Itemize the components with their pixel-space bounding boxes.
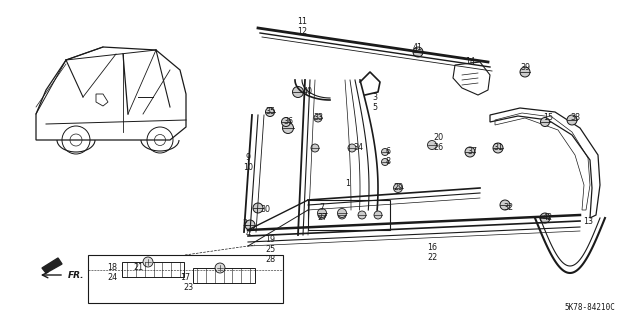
Text: 30: 30 [260, 205, 270, 214]
Circle shape [348, 144, 356, 152]
Circle shape [317, 209, 326, 218]
Text: 38: 38 [570, 114, 580, 122]
Text: 36: 36 [283, 117, 293, 127]
Text: 40: 40 [303, 87, 313, 97]
Text: 6: 6 [385, 147, 390, 157]
Circle shape [253, 203, 263, 213]
Circle shape [282, 122, 294, 133]
Circle shape [413, 47, 423, 57]
Text: 14: 14 [465, 57, 475, 66]
Text: 27: 27 [317, 213, 327, 222]
Circle shape [374, 211, 382, 219]
Text: 26: 26 [433, 144, 443, 152]
Text: 4: 4 [246, 229, 250, 239]
Circle shape [567, 115, 577, 125]
Circle shape [394, 183, 403, 192]
Circle shape [266, 108, 275, 116]
Text: 22: 22 [427, 254, 437, 263]
Text: 31: 31 [493, 144, 503, 152]
Text: 29: 29 [393, 183, 403, 192]
Circle shape [311, 144, 319, 152]
Circle shape [493, 143, 503, 153]
Text: 39: 39 [520, 63, 530, 72]
Circle shape [520, 67, 530, 77]
Text: 20: 20 [433, 133, 443, 143]
Circle shape [143, 257, 153, 267]
Text: 32: 32 [503, 204, 513, 212]
Circle shape [245, 220, 255, 230]
Text: 24: 24 [107, 273, 117, 283]
Circle shape [500, 200, 510, 210]
Text: 15: 15 [543, 114, 553, 122]
Text: 23: 23 [183, 284, 193, 293]
Text: 10: 10 [243, 164, 253, 173]
Circle shape [428, 140, 436, 150]
Text: 41: 41 [413, 43, 423, 53]
Text: 19: 19 [265, 235, 275, 244]
Text: 25: 25 [265, 246, 275, 255]
Text: 37: 37 [467, 147, 477, 157]
Text: 5K78-84210C: 5K78-84210C [564, 303, 616, 313]
Text: 33: 33 [313, 114, 323, 122]
Circle shape [292, 86, 303, 98]
Circle shape [318, 211, 326, 219]
Text: 42: 42 [543, 213, 553, 222]
Circle shape [215, 263, 225, 273]
Text: 11: 11 [297, 18, 307, 26]
Text: 17: 17 [180, 272, 190, 281]
Circle shape [314, 114, 322, 122]
Text: 5: 5 [372, 102, 378, 112]
Circle shape [541, 117, 550, 127]
Circle shape [358, 211, 366, 219]
Circle shape [282, 117, 291, 127]
Text: 8: 8 [385, 158, 390, 167]
Polygon shape [42, 258, 62, 273]
Text: FR.: FR. [68, 271, 84, 279]
Circle shape [381, 149, 388, 155]
Text: 35: 35 [265, 108, 275, 116]
Text: 28: 28 [265, 256, 275, 264]
Text: 12: 12 [297, 27, 307, 36]
Text: 3: 3 [372, 93, 378, 101]
Text: 16: 16 [427, 243, 437, 253]
Circle shape [540, 213, 550, 223]
Text: 1: 1 [346, 179, 351, 188]
Text: 21: 21 [133, 263, 143, 272]
Circle shape [465, 147, 475, 157]
Circle shape [337, 209, 346, 218]
Text: 34: 34 [353, 144, 363, 152]
Text: 2: 2 [243, 219, 248, 228]
Text: 18: 18 [107, 263, 117, 272]
Text: 7: 7 [319, 204, 324, 212]
Circle shape [381, 159, 388, 166]
Text: 13: 13 [583, 218, 593, 226]
Text: 9: 9 [245, 153, 251, 162]
Circle shape [338, 211, 346, 219]
